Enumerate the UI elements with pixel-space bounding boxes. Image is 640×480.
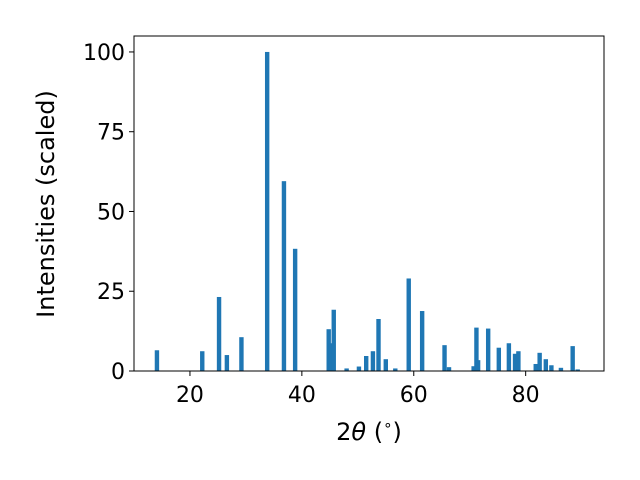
bar-33 [549, 365, 554, 371]
y-tick-label-0: 0 [111, 360, 125, 385]
bar-9 [328, 343, 334, 371]
bar-35 [570, 346, 575, 371]
y-tick-label-3: 75 [97, 121, 125, 146]
bar-29 [516, 351, 521, 371]
bar-13 [364, 356, 369, 371]
bar-14 [370, 351, 376, 371]
bar-7 [292, 248, 298, 371]
bar-8 [326, 329, 331, 371]
x-axis-label-suffix: ( [366, 418, 383, 446]
bar-5 [264, 51, 270, 371]
bar-20 [442, 345, 447, 371]
bar-23 [474, 327, 479, 371]
y-tick-label-4: 100 [83, 41, 125, 66]
bar-19 [419, 311, 425, 371]
x-axis-label-close: ) [392, 418, 401, 446]
x-axis-label-degree: ∘ [383, 416, 392, 434]
bar-2 [216, 296, 222, 371]
bar-22 [471, 366, 476, 371]
bar-1 [200, 351, 205, 371]
bar-15 [376, 319, 381, 371]
y-axis-ticks: 0 25 50 75 100 [83, 41, 134, 385]
bar-17 [393, 368, 398, 371]
bar-18 [406, 278, 411, 371]
bar-16 [383, 359, 388, 371]
bar-series [154, 51, 580, 371]
axes-frame [133, 35, 605, 372]
x-axis-label-symbol: θ [351, 418, 366, 446]
bar-4 [239, 337, 244, 371]
x-axis-label-prefix: 2 [336, 418, 351, 446]
bar-30 [533, 363, 538, 371]
bar-28 [512, 353, 518, 371]
bar-32 [543, 359, 549, 371]
x-axis-ticks: 20 40 60 80 [176, 371, 540, 408]
bar-11 [344, 368, 349, 371]
x-tick-label-0: 20 [176, 383, 204, 408]
bar-27 [506, 343, 512, 371]
x-axis-label: 2θ (∘) [336, 416, 402, 446]
bar-21 [446, 367, 452, 371]
y-tick-label-1: 25 [97, 280, 125, 305]
bar-26 [496, 347, 502, 371]
bar-24 [475, 360, 481, 371]
x-tick-label-1: 40 [288, 383, 316, 408]
bar-6 [281, 181, 287, 371]
bar-34 [558, 367, 564, 371]
bar-31 [537, 352, 542, 371]
y-axis-label: Intensities (scaled) [32, 90, 60, 318]
bar-25 [485, 328, 491, 371]
bar-36 [575, 369, 580, 371]
bar-10 [331, 309, 336, 371]
x-tick-label-3: 80 [512, 383, 540, 408]
bar-0 [154, 350, 160, 371]
bar-12 [356, 366, 362, 371]
bar-3 [224, 355, 230, 371]
y-tick-label-2: 50 [97, 200, 125, 225]
x-tick-label-2: 60 [400, 383, 428, 408]
